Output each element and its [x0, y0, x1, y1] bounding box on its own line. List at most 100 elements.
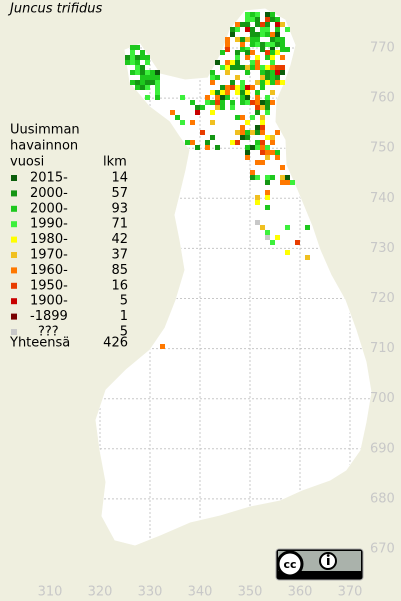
- observation-square: [135, 80, 140, 85]
- observation-square: [265, 42, 270, 47]
- legend-label: ???: [38, 325, 59, 340]
- observation-square: [220, 65, 225, 70]
- observation-square: [235, 85, 240, 90]
- observation-square: [275, 27, 280, 32]
- legend-label: 2000-: [30, 186, 68, 201]
- observation-square: [250, 85, 255, 90]
- observation-square: [250, 145, 255, 150]
- observation-square: [130, 70, 135, 75]
- observation-square: [275, 17, 280, 22]
- observation-square: [255, 60, 260, 65]
- observation-square: [250, 130, 255, 135]
- observation-square: [265, 195, 270, 200]
- observation-square: [230, 105, 235, 110]
- observation-square: [255, 12, 260, 17]
- legend-label: 2015-: [30, 171, 68, 186]
- observation-square: [145, 80, 150, 85]
- observation-square: [185, 140, 190, 145]
- legend-count: 5: [120, 325, 128, 340]
- legend-swatch: [11, 221, 17, 228]
- legend-count: 5: [120, 294, 128, 309]
- observation-square: [255, 145, 260, 150]
- observation-square: [135, 45, 140, 50]
- observation-square: [280, 165, 285, 170]
- observation-square: [255, 32, 260, 37]
- legend-swatch: [11, 252, 17, 258]
- observation-square: [260, 27, 265, 32]
- observation-square: [155, 95, 160, 100]
- observation-square: [140, 65, 145, 70]
- observation-square: [245, 55, 250, 60]
- observation-square: [270, 150, 275, 155]
- legend-swatch: [11, 298, 17, 305]
- observation-square: [220, 85, 225, 90]
- observation-square: [255, 200, 260, 205]
- observation-square: [265, 65, 270, 70]
- observation-square: [280, 42, 285, 47]
- observation-square: [265, 17, 270, 22]
- observation-square: [205, 145, 210, 150]
- observation-square: [270, 47, 275, 52]
- observation-square: [275, 75, 280, 80]
- observation-square: [140, 70, 145, 75]
- observation-square: [255, 100, 260, 105]
- observation-square: [255, 130, 260, 135]
- legend-swatch: [11, 267, 17, 274]
- observation-square: [190, 120, 195, 125]
- observation-square: [275, 42, 280, 47]
- observation-square: [270, 90, 275, 95]
- observation-square: [220, 105, 225, 110]
- observation-square: [260, 70, 265, 75]
- legend-count-heading: lkm: [103, 155, 127, 170]
- observation-square: [270, 240, 275, 245]
- legend-swatch: [11, 282, 17, 289]
- observation-square: [135, 55, 140, 60]
- observation-square: [125, 60, 130, 65]
- observation-square: [145, 70, 150, 75]
- observation-square: [240, 135, 245, 140]
- observation-square: [250, 170, 255, 175]
- observation-square: [260, 100, 265, 105]
- observation-square: [140, 75, 145, 80]
- observation-square: [270, 100, 275, 105]
- observation-square: [130, 50, 135, 55]
- observation-square: [145, 60, 150, 65]
- observation-square: [270, 60, 275, 65]
- y-tick-label: 750: [370, 141, 395, 156]
- legend-heading: Uusimman: [10, 123, 80, 138]
- observation-square: [270, 75, 275, 80]
- observation-square: [215, 60, 220, 65]
- observation-square: [270, 42, 275, 47]
- observation-square: [260, 75, 265, 80]
- observation-square: [255, 125, 260, 130]
- observation-square: [280, 22, 285, 27]
- observation-square: [275, 22, 280, 27]
- observation-square: [210, 135, 215, 140]
- x-tick-label: 340: [188, 585, 213, 600]
- observation-square: [230, 80, 235, 85]
- observation-square: [220, 100, 225, 105]
- legend-count: 1: [120, 309, 128, 324]
- observation-square: [255, 95, 260, 100]
- observation-square: [280, 180, 285, 185]
- observation-square: [260, 150, 265, 155]
- y-tick-label: 700: [370, 391, 395, 406]
- y-tick-label: 730: [370, 241, 395, 256]
- observation-square: [245, 150, 250, 155]
- observation-square: [155, 80, 160, 85]
- observation-square: [225, 90, 230, 95]
- observation-square: [250, 60, 255, 65]
- observation-square: [260, 80, 265, 85]
- observation-square: [245, 135, 250, 140]
- observation-square: [210, 75, 215, 80]
- observation-square: [140, 55, 145, 60]
- observation-square: [305, 225, 310, 230]
- observation-square: [275, 130, 280, 135]
- observation-square: [285, 250, 290, 255]
- observation-square: [235, 27, 240, 32]
- observation-square: [245, 50, 250, 55]
- observation-square: [260, 140, 265, 145]
- observation-square: [180, 120, 185, 125]
- observation-square: [135, 65, 140, 70]
